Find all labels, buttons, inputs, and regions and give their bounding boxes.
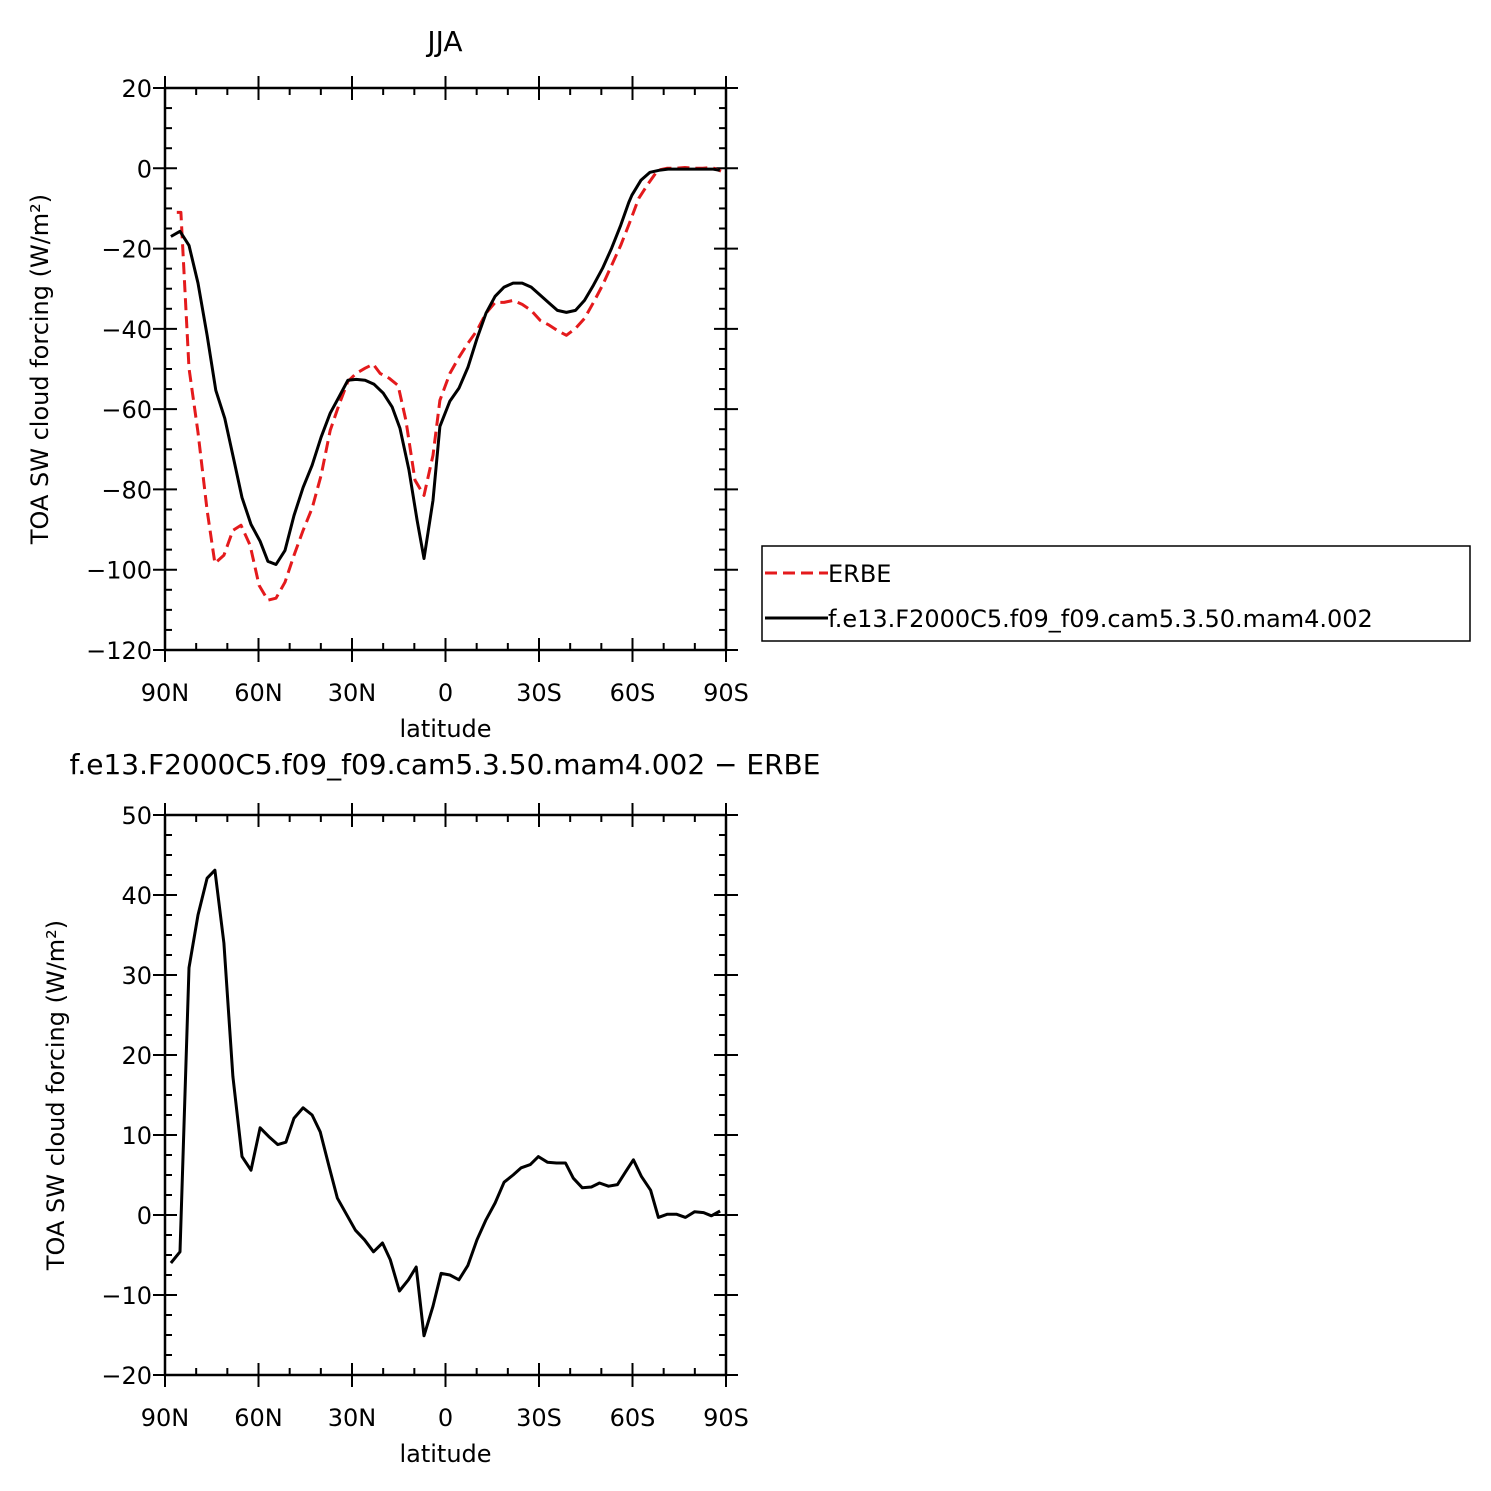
y-tick-label: 20 bbox=[121, 1042, 152, 1070]
x-tick-label: 30S bbox=[516, 679, 562, 707]
y-tick-label: 50 bbox=[121, 802, 152, 830]
x-tick-label: 0 bbox=[438, 679, 453, 707]
x-tick-label: 30S bbox=[516, 1404, 562, 1432]
y-tick-label: 0 bbox=[137, 155, 152, 183]
y-tick-label: 0 bbox=[137, 1202, 152, 1230]
data-line bbox=[170, 167, 721, 566]
y-axis-label: TOA SW cloud forcing (W/m²) bbox=[26, 194, 54, 545]
x-tick-label: 30N bbox=[328, 1404, 377, 1432]
x-tick-label: 60S bbox=[610, 1404, 656, 1432]
y-tick-label: −60 bbox=[101, 396, 152, 424]
y-tick-label: −80 bbox=[101, 476, 152, 504]
chart-title: JJA bbox=[425, 25, 462, 58]
x-tick-label: 90S bbox=[703, 679, 749, 707]
legend-box bbox=[761, 545, 1471, 642]
x-tick-label: 60N bbox=[234, 679, 283, 707]
legend-label: f.e13.F2000C5.f09_f09.cam5.3.50.mam4.002 bbox=[828, 605, 1373, 633]
y-tick-label: 10 bbox=[121, 1122, 152, 1150]
y-tick-label: 20 bbox=[121, 75, 152, 103]
x-tick-label: 30N bbox=[328, 679, 377, 707]
chart-title: f.e13.F2000C5.f09_f09.cam5.3.50.mam4.002… bbox=[70, 748, 821, 781]
data-line bbox=[176, 166, 722, 602]
y-tick-label: −120 bbox=[86, 637, 152, 665]
y-tick-label: −20 bbox=[101, 1362, 152, 1390]
x-tick-label: 90N bbox=[141, 679, 190, 707]
y-axis-label: TOA SW cloud forcing (W/m²) bbox=[42, 920, 70, 1271]
x-tick-label: 90S bbox=[703, 1404, 749, 1432]
plot-frame bbox=[163, 813, 728, 1377]
y-tick-label: −100 bbox=[86, 557, 152, 585]
data-line bbox=[169, 868, 721, 1338]
x-tick-label: 60S bbox=[610, 679, 656, 707]
y-tick-label: −10 bbox=[101, 1282, 152, 1310]
y-tick-label: −20 bbox=[101, 236, 152, 264]
y-tick-label: 30 bbox=[121, 962, 152, 990]
x-axis-label: latitude bbox=[399, 1440, 491, 1468]
y-tick-label: 40 bbox=[121, 882, 152, 910]
y-tick-label: −40 bbox=[101, 316, 152, 344]
legend-label: ERBE bbox=[828, 560, 891, 588]
x-tick-label: 60N bbox=[234, 1404, 283, 1432]
plot-frame bbox=[163, 86, 728, 652]
x-axis-label: latitude bbox=[399, 715, 491, 743]
x-tick-label: 90N bbox=[141, 1404, 190, 1432]
x-tick-label: 0 bbox=[438, 1404, 453, 1432]
